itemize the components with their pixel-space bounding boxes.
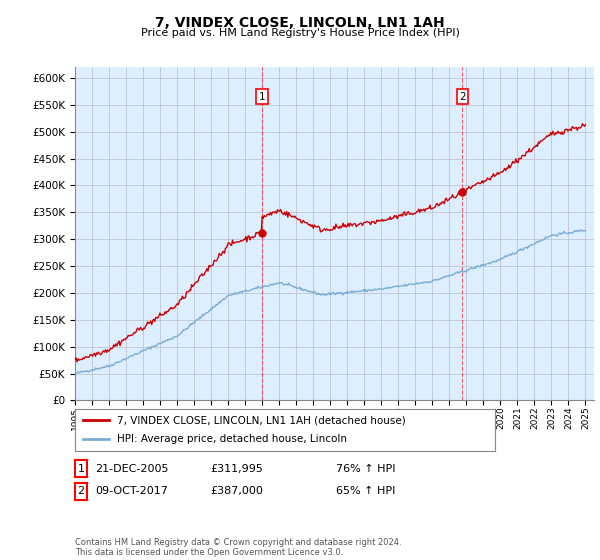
Text: Contains HM Land Registry data © Crown copyright and database right 2024.
This d: Contains HM Land Registry data © Crown c… — [75, 538, 401, 557]
Text: HPI: Average price, detached house, Lincoln: HPI: Average price, detached house, Linc… — [117, 435, 347, 445]
Text: £387,000: £387,000 — [210, 486, 263, 496]
Text: 2: 2 — [77, 486, 85, 496]
Text: 7, VINDEX CLOSE, LINCOLN, LN1 1AH (detached house): 7, VINDEX CLOSE, LINCOLN, LN1 1AH (detac… — [117, 415, 406, 425]
Text: 76% ↑ HPI: 76% ↑ HPI — [336, 464, 395, 474]
Text: 7, VINDEX CLOSE, LINCOLN, LN1 1AH: 7, VINDEX CLOSE, LINCOLN, LN1 1AH — [155, 16, 445, 30]
Text: Price paid vs. HM Land Registry's House Price Index (HPI): Price paid vs. HM Land Registry's House … — [140, 28, 460, 38]
Text: 1: 1 — [77, 464, 85, 474]
Text: 21-DEC-2005: 21-DEC-2005 — [95, 464, 168, 474]
Text: 09-OCT-2017: 09-OCT-2017 — [95, 486, 167, 496]
Text: 2: 2 — [459, 92, 466, 102]
Text: £311,995: £311,995 — [210, 464, 263, 474]
Text: 65% ↑ HPI: 65% ↑ HPI — [336, 486, 395, 496]
Text: 1: 1 — [259, 92, 265, 102]
